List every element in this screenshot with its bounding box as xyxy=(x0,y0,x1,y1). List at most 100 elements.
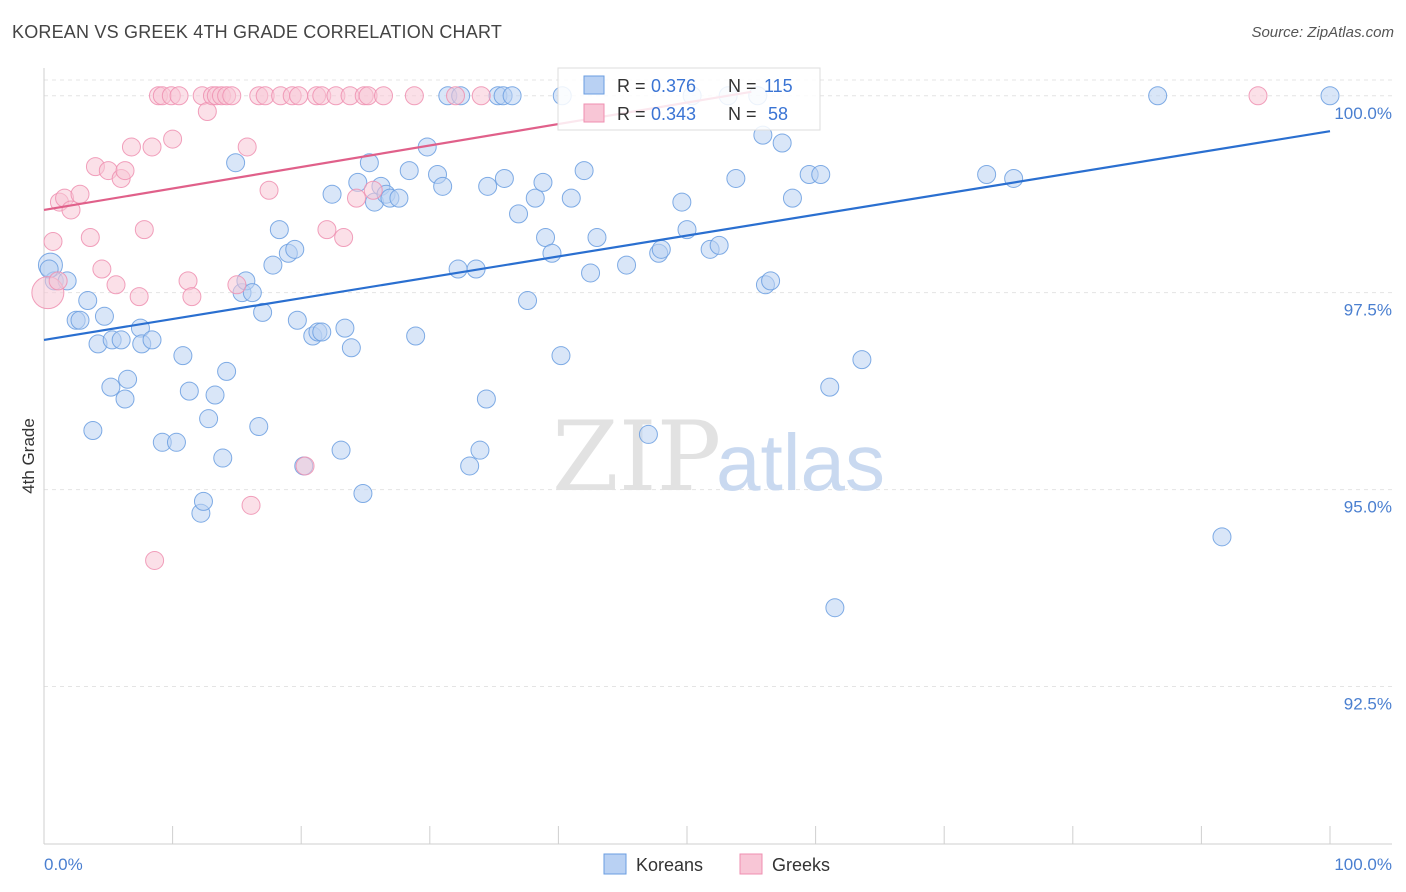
y-axis-label: 4th Grade xyxy=(19,418,38,494)
axes xyxy=(43,68,1392,845)
korean-point xyxy=(782,188,802,208)
greek-point xyxy=(80,228,100,248)
greek-point xyxy=(317,220,337,240)
korean-point xyxy=(811,165,831,185)
korean-point xyxy=(285,239,305,259)
legend-swatch-greeks xyxy=(739,853,763,875)
korean-point xyxy=(672,192,692,212)
korean-point xyxy=(287,310,307,330)
watermark-zip: ZIP xyxy=(552,401,721,513)
korean-point xyxy=(399,161,419,181)
korean-trendline xyxy=(43,130,1331,342)
greek-point xyxy=(163,129,183,149)
x-tick-label-min: 0.0% xyxy=(44,855,83,874)
korean-point xyxy=(617,255,637,275)
y-tick-label: 97.5% xyxy=(1344,301,1392,320)
korean-point xyxy=(433,176,453,196)
koreans-points xyxy=(37,86,1340,618)
greek-point xyxy=(142,137,162,157)
watermark: ZIP atlas xyxy=(552,401,885,513)
korean-point xyxy=(977,165,997,185)
korean-point xyxy=(312,322,332,342)
greek-point xyxy=(115,161,135,181)
greek-point xyxy=(129,287,149,307)
korean-point xyxy=(709,235,729,255)
greek-point xyxy=(334,228,354,248)
greek-point xyxy=(241,495,261,515)
korean-point xyxy=(509,204,529,224)
greek-point xyxy=(363,180,383,200)
korean-point xyxy=(179,381,199,401)
stats-r-label-koreans: R = xyxy=(617,76,646,96)
greek-point xyxy=(446,86,466,106)
stats-r-value-koreans: 0.376 xyxy=(651,76,696,96)
greek-point xyxy=(222,86,242,106)
greek-point xyxy=(70,184,90,204)
korean-point xyxy=(83,420,103,440)
korean-point xyxy=(226,153,246,173)
korean-point xyxy=(115,389,135,409)
greek-point xyxy=(48,271,68,291)
legend-label-greeks: Greeks xyxy=(772,855,830,875)
korean-point xyxy=(1148,86,1168,106)
korean-point xyxy=(651,239,671,259)
greek-point xyxy=(227,275,247,295)
korean-point xyxy=(335,318,355,338)
greek-point xyxy=(259,180,279,200)
greek-point xyxy=(92,259,112,279)
y-tick-labels: 92.5% 95.0% 97.5% 100.0% xyxy=(1334,104,1392,714)
korean-point xyxy=(249,417,269,437)
greeks-points xyxy=(31,86,1268,570)
greek-point xyxy=(404,86,424,106)
korean-point xyxy=(460,456,480,476)
korean-point xyxy=(217,361,237,381)
korean-point xyxy=(111,330,131,350)
y-tick-label: 95.0% xyxy=(1344,498,1392,517)
korean-point xyxy=(478,176,498,196)
korean-point xyxy=(269,220,289,240)
korean-point xyxy=(78,291,98,311)
greek-point xyxy=(295,456,315,476)
greek-point xyxy=(1248,86,1268,106)
korean-point xyxy=(525,188,545,208)
greek-point xyxy=(145,550,165,570)
greek-point xyxy=(169,86,189,106)
korean-point xyxy=(94,306,114,326)
greek-point xyxy=(237,137,257,157)
greek-point xyxy=(121,137,141,157)
greek-point xyxy=(289,86,309,106)
korean-point xyxy=(193,491,213,511)
x-tick-labels: 0.0% 100.0% xyxy=(44,855,1392,874)
korean-point xyxy=(476,389,496,409)
korean-point xyxy=(341,338,361,358)
korean-point xyxy=(353,484,373,504)
korean-point xyxy=(820,377,840,397)
source-label: Source: ZipAtlas.com xyxy=(1251,24,1394,41)
korean-point xyxy=(406,326,426,346)
greek-point xyxy=(346,188,366,208)
x-tick-label-max: 100.0% xyxy=(1334,855,1392,874)
korean-point xyxy=(470,440,490,460)
korean-point xyxy=(166,432,186,452)
y-tick-label: 92.5% xyxy=(1344,694,1392,713)
korean-point xyxy=(359,153,379,173)
stats-n-label-greeks: N = xyxy=(728,104,757,124)
korean-point xyxy=(726,168,746,188)
korean-point xyxy=(533,172,553,192)
korean-point xyxy=(70,310,90,330)
y-tick-label: 100.0% xyxy=(1334,104,1392,123)
korean-point xyxy=(638,424,658,444)
korean-point xyxy=(551,346,571,366)
greek-point xyxy=(471,86,491,106)
x-tick-marks xyxy=(43,826,1331,844)
chart-title: KOREAN VS GREEK 4TH GRADE CORRELATION CH… xyxy=(12,22,503,42)
greek-point xyxy=(106,275,126,295)
korean-point xyxy=(494,168,514,188)
korean-point xyxy=(852,350,872,370)
korean-point xyxy=(448,259,468,279)
korean-point xyxy=(581,263,601,283)
stats-swatch-greeks xyxy=(583,103,605,123)
korean-point xyxy=(199,409,219,429)
greek-point xyxy=(374,86,394,106)
